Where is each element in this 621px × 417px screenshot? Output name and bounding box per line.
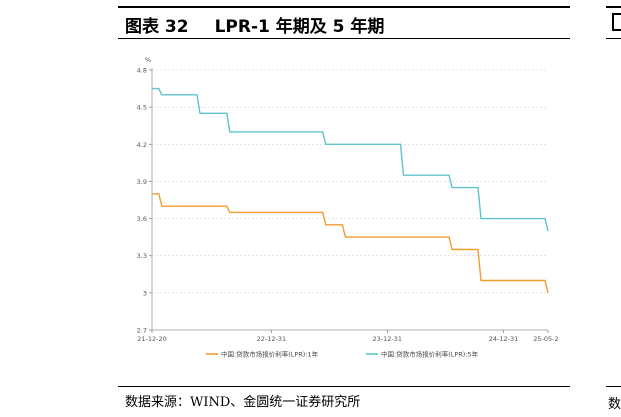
adjacent-column-rule (606, 38, 621, 39)
y-tick-label: 4.8 (137, 67, 147, 75)
lpr-line-chart: 2.7 3 3.3 3.6 3.9 4.2 4.5 4.8% 21-12-20 22-12-31 2… (137, 56, 558, 359)
x-tick-label: 21-12-20 (137, 335, 167, 343)
adjacent-column-source-fragment: 数 (608, 397, 621, 412)
x-tick-label: 24-12-31 (489, 335, 519, 343)
figure-title-row: 图表 32 LPR-1 年期及 5 年期 (125, 12, 384, 37)
adjacent-column-rule (606, 386, 621, 387)
y-tick-label: 2.7 (137, 327, 147, 335)
figure-number: 图表 32 (125, 17, 189, 37)
title-rule (118, 38, 570, 39)
source-rule (118, 386, 570, 387)
series-line-lpr-5y (152, 87, 549, 232)
y-tick-label: 4.2 (137, 141, 147, 149)
data-source: 数据来源：WIND、金圆统一证券研究所 (125, 395, 361, 410)
y-tick-label: 3.3 (137, 252, 147, 260)
legend-label: 中国:贷款市场报价利率(LPR):5年 (381, 350, 479, 359)
figure-title: LPR-1 年期及 5 年期 (214, 17, 385, 37)
legend-label: 中国:贷款市场报价利率(LPR):1年 (221, 350, 319, 359)
top-rule (118, 6, 570, 8)
x-tick-label: 22-12-31 (257, 335, 287, 343)
x-tick-label: 25-05-20 (533, 335, 558, 343)
y-unit-label: % (145, 56, 151, 64)
adjacent-column-rule (606, 6, 621, 8)
y-tick-label: 4.5 (137, 104, 147, 112)
x-tick-label: 23-12-31 (373, 335, 403, 343)
adjacent-column-title-fragment (612, 13, 621, 31)
series-line-lpr-1y (152, 193, 549, 294)
y-tick-label: 3.6 (137, 215, 147, 223)
y-tick-label: 3.9 (137, 178, 147, 186)
y-tick-label: 3 (143, 289, 147, 297)
